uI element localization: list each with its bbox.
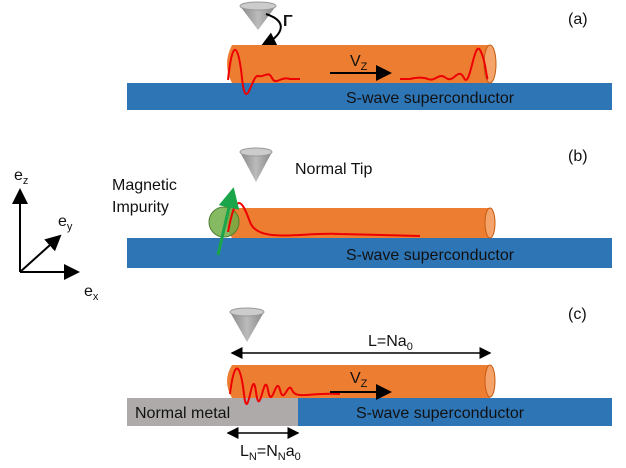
substrate-label: S-wave superconductor [356, 405, 525, 422]
text-part: N [278, 451, 286, 463]
text-part: N [249, 451, 257, 463]
text-part: z [23, 175, 29, 187]
diagram: Γ (a) S-wave superconductor VZ Normal Ti… [0, 0, 626, 468]
panel-b: Normal Tip (b) Magnetic Impurity S-wave … [112, 148, 612, 268]
axis-label: ez [14, 167, 28, 187]
text-part: y [67, 221, 73, 233]
text-part: e [58, 213, 67, 230]
panel-label: (c) [568, 306, 587, 323]
text-part: x [93, 291, 99, 303]
axes: ez ey ex [14, 167, 99, 303]
axis-label: ex [84, 283, 99, 303]
substrate-label: S-wave superconductor [346, 90, 515, 107]
text-part: L=Na [368, 333, 407, 350]
text-part: e [84, 283, 93, 300]
text-part: 0 [295, 451, 301, 463]
wire-end [485, 365, 495, 397]
tip-top [230, 308, 264, 316]
wire-end [484, 45, 496, 83]
panel-label: (b) [568, 148, 588, 165]
axis [20, 236, 60, 272]
text-part: e [14, 167, 23, 184]
tip-label: Normal Tip [295, 161, 372, 178]
wire-end [485, 208, 495, 238]
text-part: V [350, 370, 361, 387]
tip-top [240, 148, 272, 156]
text-part: V [350, 53, 361, 70]
text-part: L [240, 443, 249, 460]
tunneling-label: Γ [283, 13, 293, 30]
text-part: a [286, 443, 295, 460]
text-part: Z [361, 61, 368, 73]
substrate-label: S-wave superconductor [346, 247, 515, 264]
impurity-label: Magnetic [112, 177, 177, 194]
metal-label: Normal metal [135, 405, 230, 422]
panel-label: (a) [568, 11, 588, 28]
panel-a: Γ (a) S-wave superconductor VZ [127, 2, 612, 110]
panel-c: (c) L=Na0 Normal metal S-wave supercondu… [127, 306, 612, 463]
text-part: =N [257, 443, 278, 460]
normal-length-label: LN=NNa0 [240, 443, 301, 463]
axis-label: ey [58, 213, 73, 233]
impurity-label: Impurity [112, 199, 169, 216]
length-label: L=Na0 [368, 333, 413, 353]
tip-top [240, 2, 276, 10]
text-part: Z [361, 378, 368, 390]
text-part: 0 [407, 341, 413, 353]
